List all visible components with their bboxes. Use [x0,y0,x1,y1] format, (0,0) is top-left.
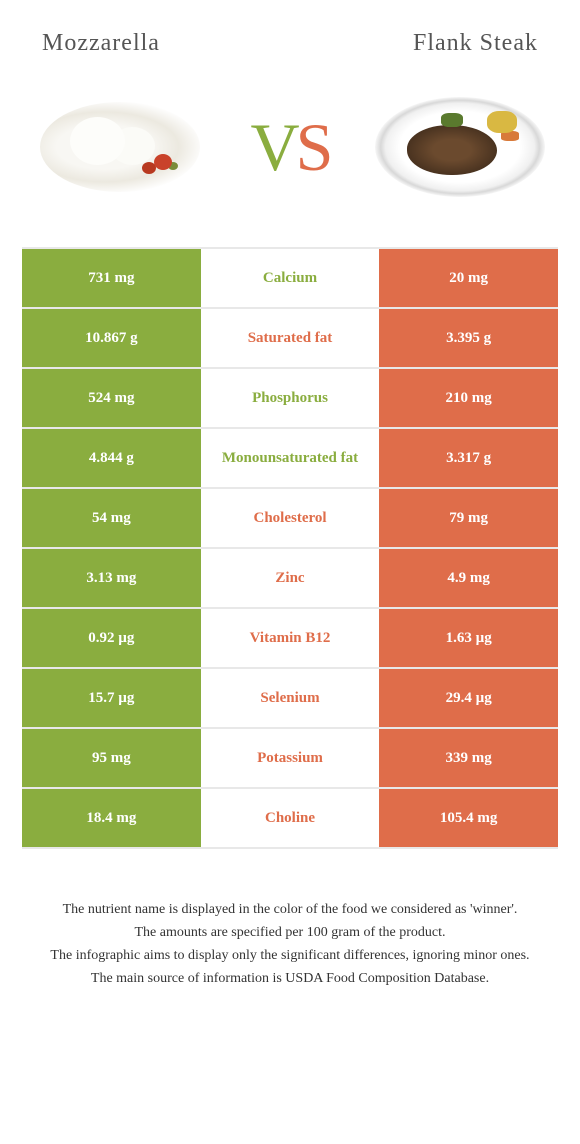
right-value: 1.63 µg [379,609,558,667]
left-value: 10.867 g [22,309,201,367]
nutrient-name: Choline [201,789,380,847]
right-value: 20 mg [379,249,558,307]
footnote-line: The amounts are specified per 100 gram o… [24,922,556,943]
right-food-title: Flank steak [413,30,538,57]
footnote-line: The infographic aims to display only the… [24,945,556,966]
footnotes: The nutrient name is displayed in the co… [0,899,580,989]
right-value: 3.317 g [379,429,558,487]
left-value: 731 mg [22,249,201,307]
left-value: 524 mg [22,369,201,427]
right-value: 29.4 µg [379,669,558,727]
infographic-root: Mozzarella Flank steak V S 731 mgCalcium… [0,0,580,1031]
footnote-line: The nutrient name is displayed in the co… [24,899,556,920]
table-row: 4.844 gMonounsaturated fat3.317 g [22,429,558,489]
table-row: 0.92 µgVitamin B121.63 µg [22,609,558,669]
right-value: 79 mg [379,489,558,547]
vs-label: V S [251,108,330,187]
nutrient-name: Monounsaturated fat [201,429,380,487]
left-value: 15.7 µg [22,669,201,727]
left-value: 95 mg [22,729,201,787]
footnote-line: The main source of information is USDA F… [24,968,556,989]
table-row: 524 mgPhosphorus210 mg [22,369,558,429]
nutrient-name: Saturated fat [201,309,380,367]
left-value: 3.13 mg [22,549,201,607]
left-food-title: Mozzarella [42,30,160,57]
left-value: 18.4 mg [22,789,201,847]
nutrient-name: Phosphorus [201,369,380,427]
right-value: 3.395 g [379,309,558,367]
left-value: 0.92 µg [22,609,201,667]
right-food-image [370,87,550,207]
table-row: 731 mgCalcium20 mg [22,249,558,309]
nutrient-table: 731 mgCalcium20 mg10.867 gSaturated fat3… [22,247,558,849]
table-row: 15.7 µgSelenium29.4 µg [22,669,558,729]
hero-row: V S [0,87,580,247]
left-food-image [30,87,210,207]
table-row: 3.13 mgZinc4.9 mg [22,549,558,609]
flank-steak-icon [375,97,545,197]
left-value: 4.844 g [22,429,201,487]
table-row: 10.867 gSaturated fat3.395 g [22,309,558,369]
nutrient-name: Cholesterol [201,489,380,547]
nutrient-name: Zinc [201,549,380,607]
right-value: 4.9 mg [379,549,558,607]
table-row: 54 mgCholesterol79 mg [22,489,558,549]
nutrient-name: Vitamin B12 [201,609,380,667]
table-row: 18.4 mgCholine105.4 mg [22,789,558,849]
vs-v: V [251,108,296,187]
right-value: 105.4 mg [379,789,558,847]
table-row: 95 mgPotassium339 mg [22,729,558,789]
nutrient-name: Potassium [201,729,380,787]
mozzarella-icon [40,102,200,192]
right-value: 210 mg [379,369,558,427]
left-value: 54 mg [22,489,201,547]
vs-s: S [296,108,330,187]
nutrient-name: Calcium [201,249,380,307]
header: Mozzarella Flank steak [0,20,580,57]
right-value: 339 mg [379,729,558,787]
nutrient-name: Selenium [201,669,380,727]
